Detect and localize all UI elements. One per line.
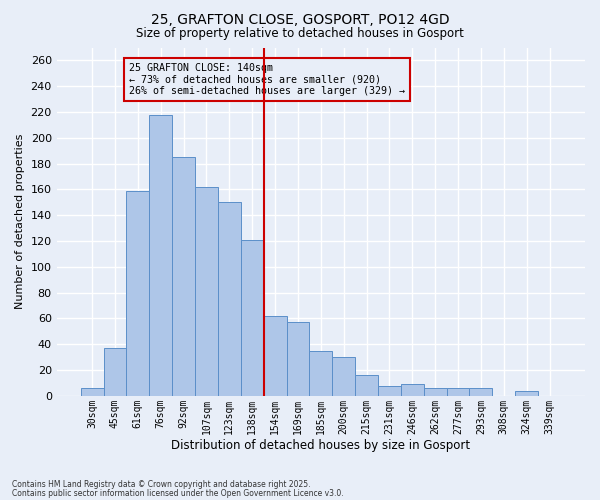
Text: 25, GRAFTON CLOSE, GOSPORT, PO12 4GD: 25, GRAFTON CLOSE, GOSPORT, PO12 4GD bbox=[151, 12, 449, 26]
X-axis label: Distribution of detached houses by size in Gosport: Distribution of detached houses by size … bbox=[171, 440, 470, 452]
Bar bbox=[401, 384, 424, 396]
Bar bbox=[515, 391, 538, 396]
Bar bbox=[149, 114, 172, 396]
Bar bbox=[446, 388, 469, 396]
Bar bbox=[104, 348, 127, 396]
Y-axis label: Number of detached properties: Number of detached properties bbox=[15, 134, 25, 310]
Bar bbox=[310, 351, 332, 396]
Bar bbox=[127, 190, 149, 396]
Bar bbox=[469, 388, 493, 396]
Bar bbox=[424, 388, 446, 396]
Bar bbox=[355, 376, 378, 396]
Bar bbox=[172, 157, 195, 396]
Bar bbox=[241, 240, 263, 396]
Bar bbox=[378, 386, 401, 396]
Bar bbox=[195, 187, 218, 396]
Text: Contains HM Land Registry data © Crown copyright and database right 2025.: Contains HM Land Registry data © Crown c… bbox=[12, 480, 311, 489]
Text: Size of property relative to detached houses in Gosport: Size of property relative to detached ho… bbox=[136, 28, 464, 40]
Text: 25 GRAFTON CLOSE: 140sqm
← 73% of detached houses are smaller (920)
26% of semi-: 25 GRAFTON CLOSE: 140sqm ← 73% of detach… bbox=[129, 63, 405, 96]
Bar bbox=[80, 388, 104, 396]
Bar bbox=[332, 357, 355, 396]
Bar bbox=[287, 322, 310, 396]
Bar bbox=[263, 316, 287, 396]
Bar bbox=[218, 202, 241, 396]
Text: Contains public sector information licensed under the Open Government Licence v3: Contains public sector information licen… bbox=[12, 488, 344, 498]
